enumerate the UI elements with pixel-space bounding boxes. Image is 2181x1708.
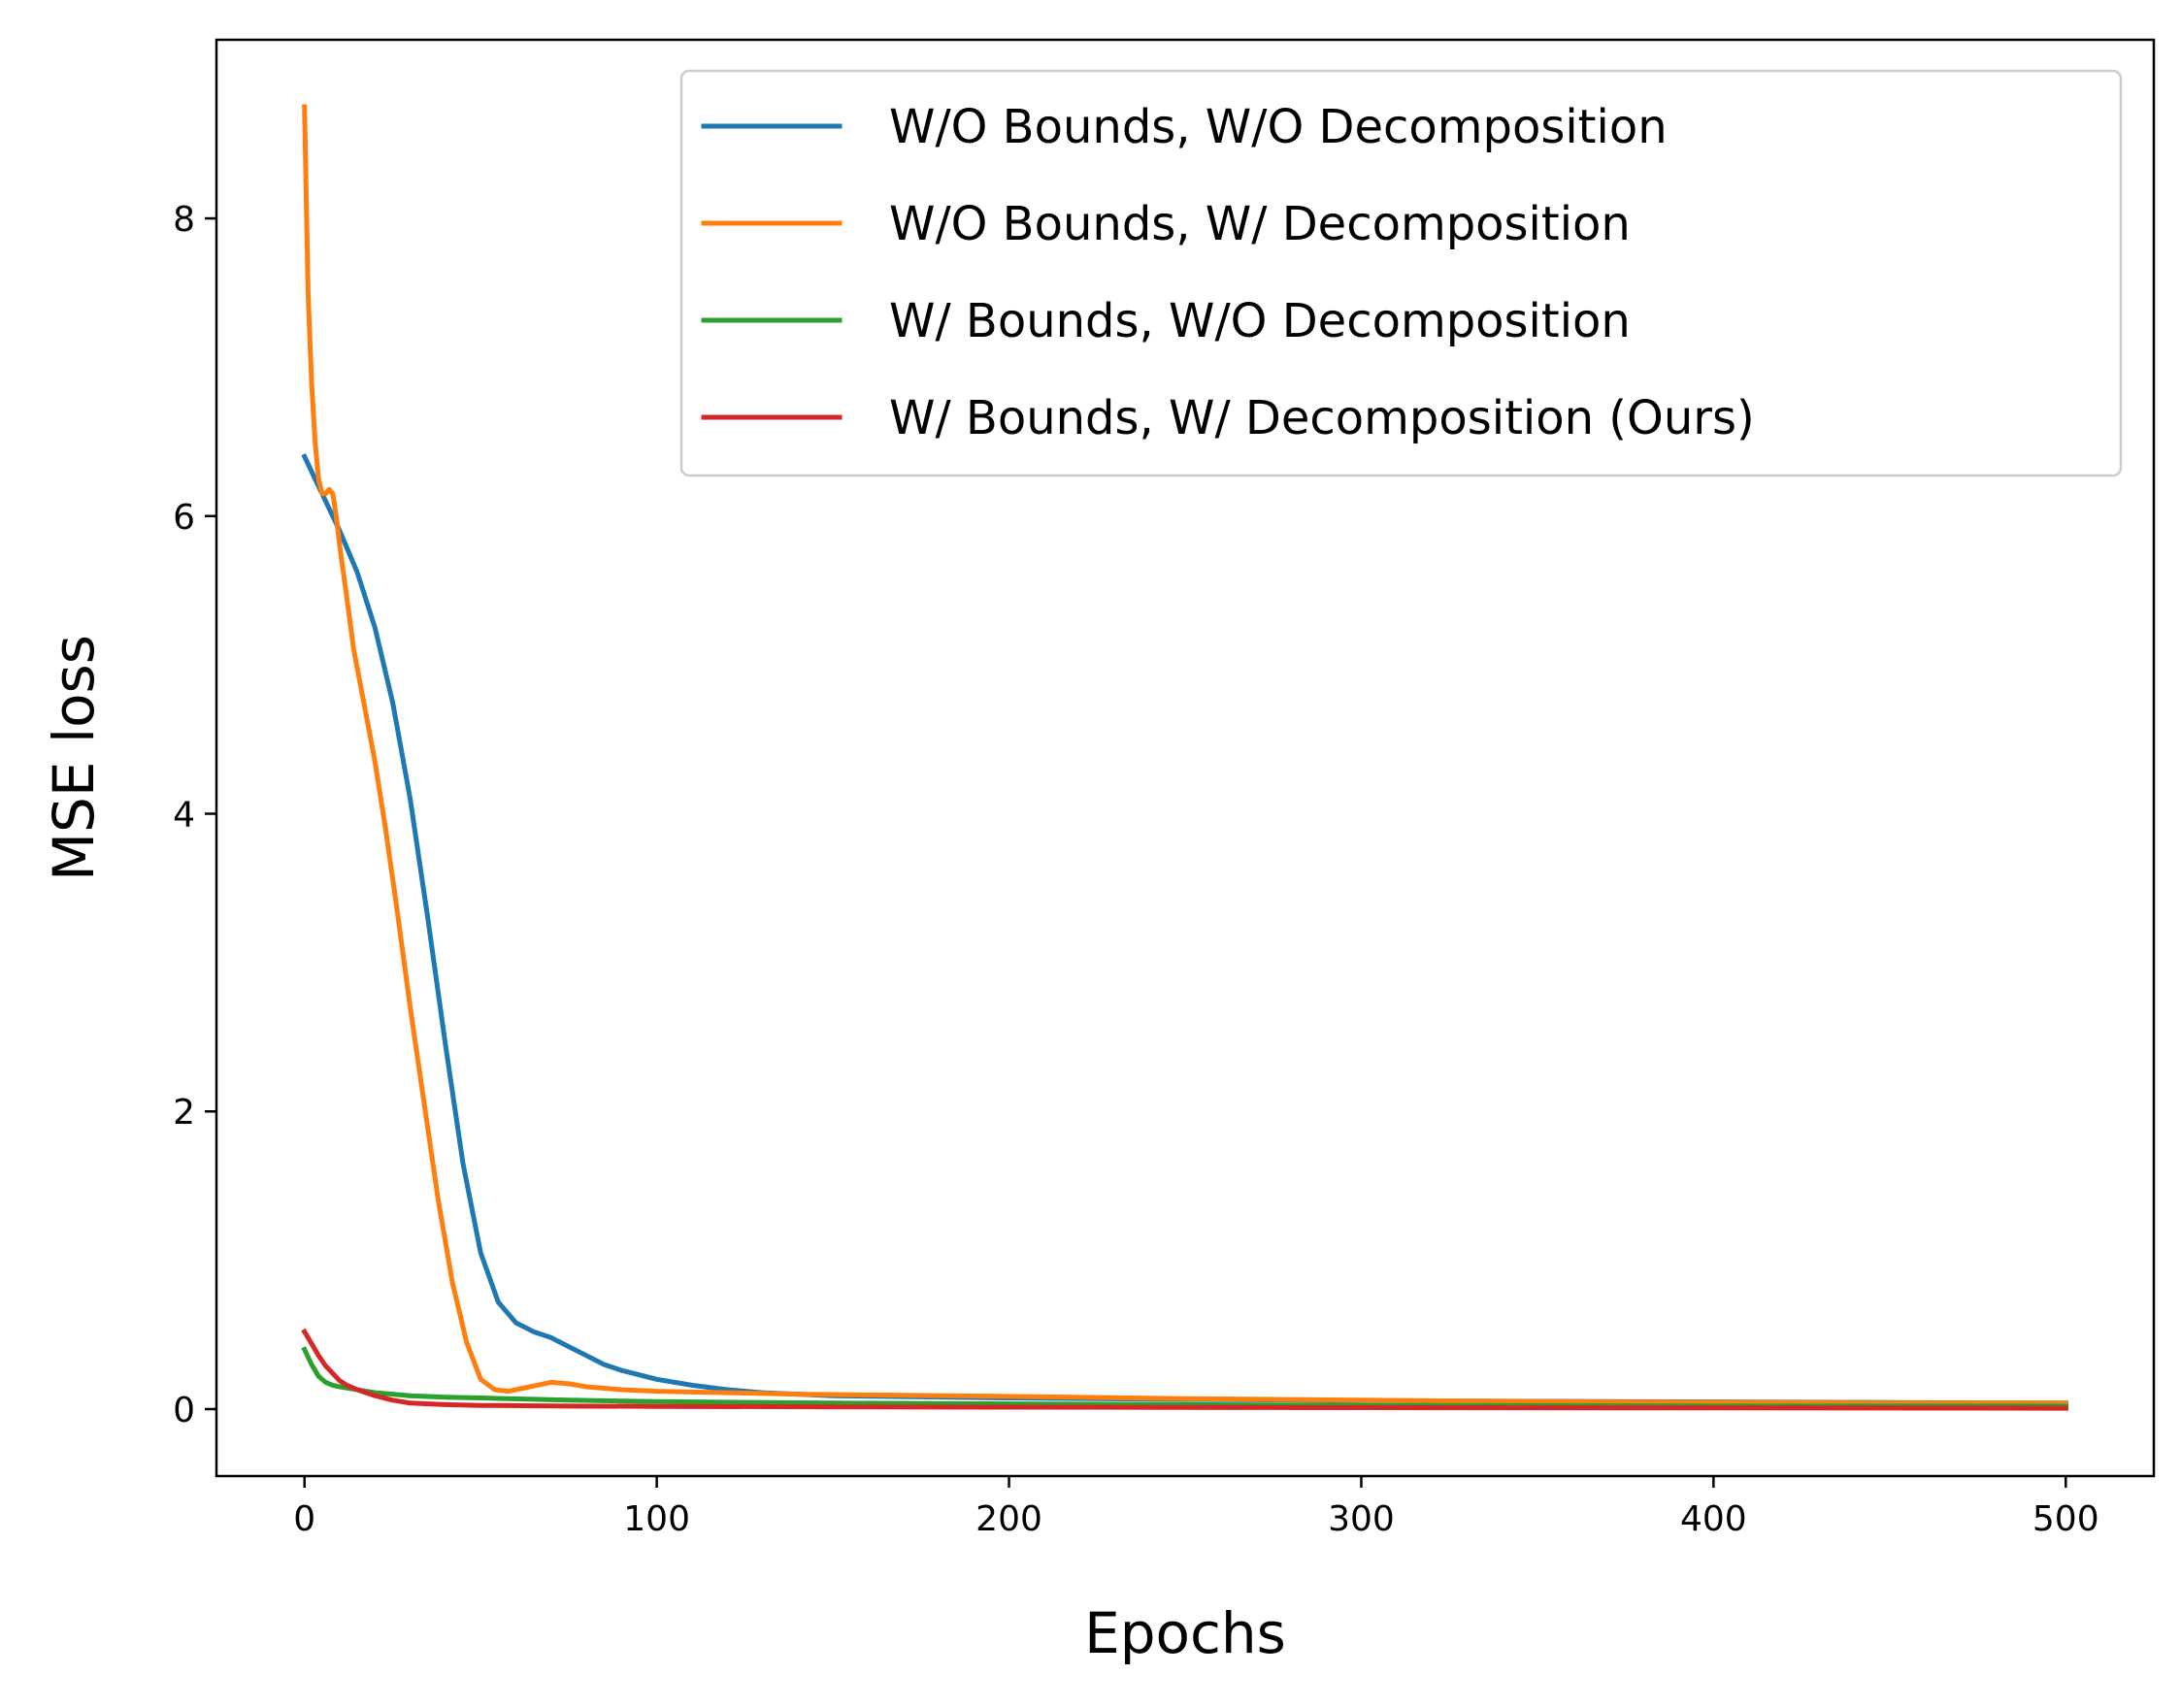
plot-frame — [215, 38, 2156, 1478]
y-tick-label: 0 — [173, 1391, 195, 1430]
legend: W/O Bounds, W/O Decomposition W/O Bounds… — [679, 69, 2123, 477]
legend-label-series-3: W/ Bounds, W/O Decomposition — [889, 294, 1631, 348]
y-axis: 0 2 4 6 8 — [173, 200, 216, 1430]
legend-label-series-2: W/O Bounds, W/ Decomposition — [889, 197, 1631, 251]
x-tick-label: 300 — [1328, 1499, 1395, 1539]
legend-label-series-1: W/O Bounds, W/O Decomposition — [889, 100, 1668, 154]
y-tick-label: 8 — [173, 200, 195, 240]
x-tick-label: 500 — [2032, 1499, 2099, 1539]
x-tick-label: 0 — [293, 1499, 315, 1539]
legend-label-series-4: W/ Bounds, W/ Decomposition (Ours) — [889, 391, 1755, 445]
x-tick-label: 400 — [1680, 1499, 1747, 1539]
y-tick-label: 2 — [173, 1093, 195, 1133]
series-line-2 — [302, 104, 2068, 1406]
legend-frame — [679, 69, 2123, 477]
x-tick-label: 100 — [623, 1499, 690, 1539]
series-line-4 — [301, 1328, 2068, 1411]
series-line-3 — [301, 1346, 2068, 1409]
y-axis-label: MSE loss — [41, 635, 107, 881]
x-axis-label: Epochs — [1084, 1600, 1286, 1666]
series-layer — [301, 104, 2068, 1411]
y-tick-label: 6 — [173, 498, 195, 538]
x-tick-label: 200 — [975, 1499, 1042, 1539]
x-axis: 0 100 200 300 400 500 — [293, 1476, 2099, 1539]
y-tick-label: 4 — [173, 796, 195, 836]
